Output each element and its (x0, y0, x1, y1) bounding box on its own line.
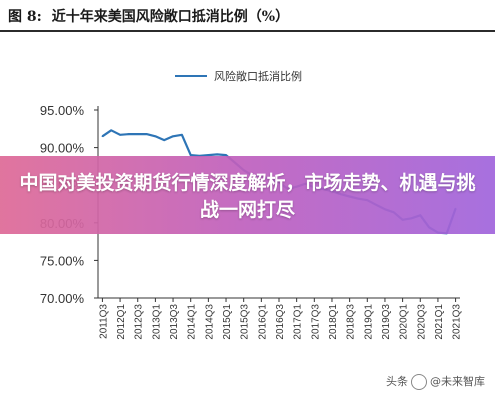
data-point (225, 154, 227, 156)
legend-label: 风险敞口抵消比例 (214, 69, 302, 83)
watermark-logo-icon (411, 374, 427, 390)
data-point (119, 134, 121, 136)
headline-banner[interactable]: 中国对美投资期货行情深度解析，市场走势、机遇与挑战一网打尽 (0, 156, 495, 234)
x-tick-label: 2015Q1 (222, 304, 233, 340)
x-tick-label: 2017Q1 (293, 304, 304, 340)
x-tick-label: 2012Q3 (134, 304, 145, 340)
x-tick-label: 2013Q1 (151, 304, 162, 340)
x-tick-label: 2020Q1 (399, 304, 410, 340)
data-point (163, 139, 165, 141)
x-tick-label: 2017Q3 (310, 304, 321, 340)
y-tick-label: 95.00% (40, 103, 85, 118)
data-point (145, 133, 148, 135)
y-tick-label: 75.00% (40, 253, 85, 268)
headline-text[interactable]: 中国对美投资期货行情深度解析，市场走势、机遇与挑战一网打尽 (19, 172, 476, 221)
watermark-prefix: 头条 (386, 375, 408, 388)
figure-title-text: 近十年来美国风险敞口抵消比例（%） (51, 9, 290, 25)
x-tick-label: 2016Q1 (257, 304, 268, 340)
data-point (172, 135, 174, 138)
x-tick-label: 2013Q3 (169, 304, 180, 340)
x-tick-label: 2018Q3 (346, 304, 357, 340)
legend: 风险敞口抵消比例 (175, 69, 302, 83)
data-point (128, 133, 130, 135)
x-tick-label: 2015Q3 (240, 304, 251, 340)
x-tick-label: 2019Q1 (363, 304, 374, 340)
figure-title: 图 8: 近十年来美国风险敞口抵消比例（%） (8, 6, 289, 26)
data-point (136, 133, 139, 135)
watermark: 头条 @未来智库 (386, 373, 485, 390)
x-tick-label: 2021Q1 (434, 304, 445, 340)
data-point (110, 129, 112, 132)
y-tick-label: 70.00% (40, 291, 85, 306)
x-tick-label: 2018Q1 (328, 304, 339, 340)
watermark-name: @未来智库 (430, 375, 485, 388)
x-tick-label: 2012Q1 (116, 304, 127, 340)
y-tick-label: 90.00% (40, 141, 85, 156)
x-tick-label: 2020Q3 (416, 304, 427, 340)
data-point (189, 154, 192, 156)
x-tick-label: 2016Q3 (275, 304, 286, 340)
x-tick-label: 2014Q3 (204, 304, 215, 340)
data-point (181, 134, 183, 136)
data-point (207, 154, 210, 156)
x-tick-label: 2011Q3 (98, 304, 109, 339)
figure-number: 图 8: (8, 9, 42, 25)
x-tick-label: 2021Q3 (452, 304, 463, 340)
x-tick-label: 2019Q3 (381, 304, 392, 340)
x-axis: 2011Q3 2012Q1 2012Q3 2013Q1 2013Q3 2014Q1 2014… (98, 297, 463, 340)
title-rule (0, 30, 495, 32)
data-point (216, 153, 218, 156)
x-tick-label: 2014Q1 (187, 304, 198, 340)
data-point (101, 135, 104, 138)
data-point (154, 135, 157, 138)
